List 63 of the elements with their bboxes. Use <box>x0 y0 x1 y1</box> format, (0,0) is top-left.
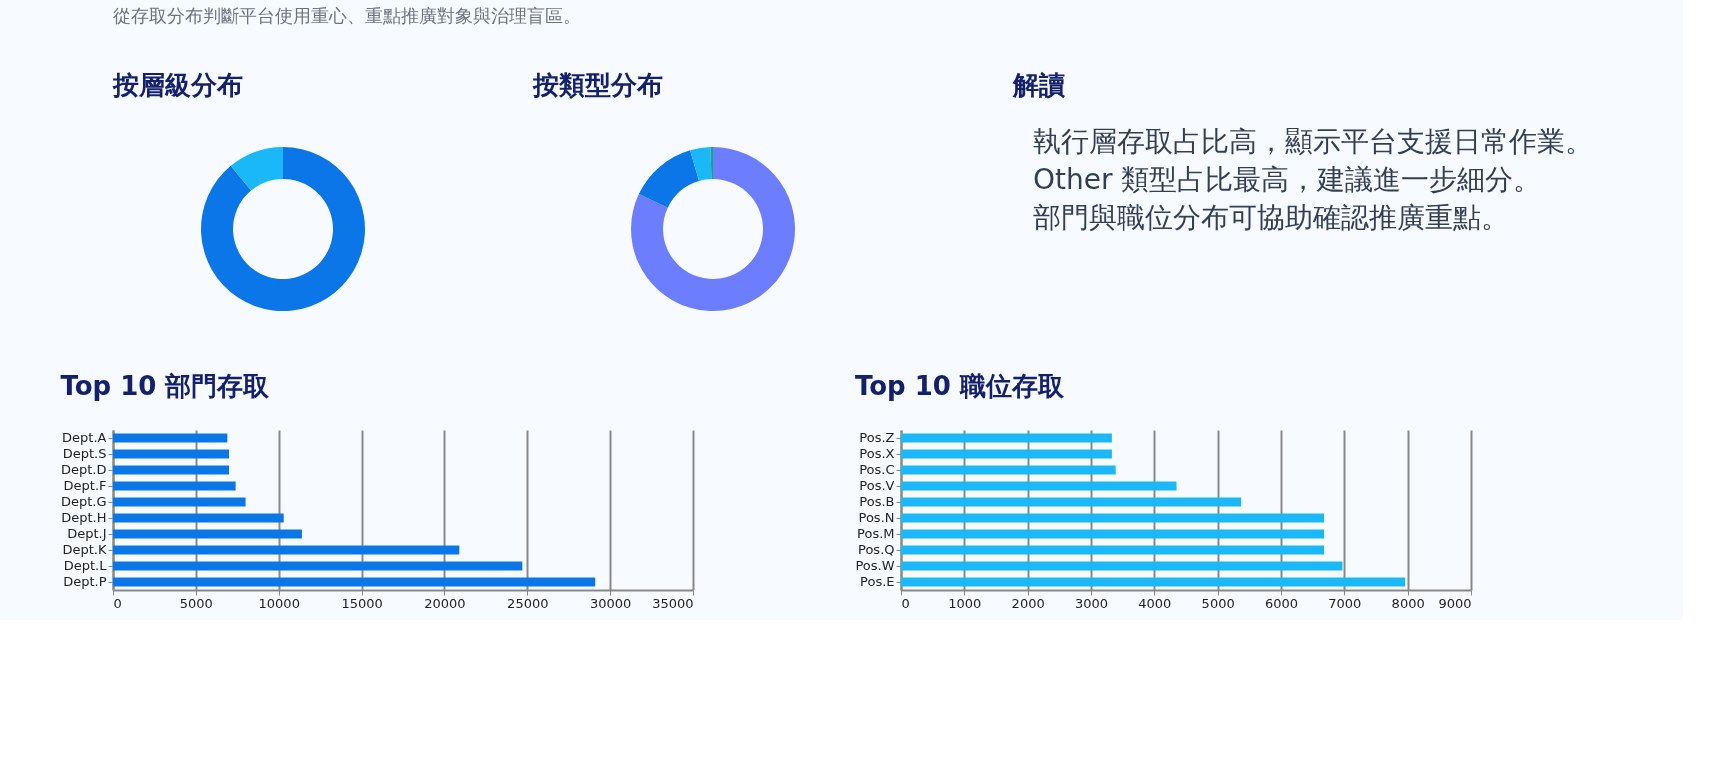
x-tick-label: 7000 <box>1328 595 1362 611</box>
y-tick-label: Dept.L <box>63 558 108 573</box>
bar <box>901 577 1406 587</box>
text: 執行層存取占比高，顯示平台支援日常作業。 <box>1033 125 1593 158</box>
y-tick-label: Pos.Z <box>859 430 895 445</box>
x-tick-label: 0 <box>113 595 122 611</box>
bar <box>901 465 1116 475</box>
x-tick-label: 15000 <box>341 595 383 611</box>
y-tick-label: Pos.Q <box>858 542 895 557</box>
bar <box>901 513 1325 523</box>
text: 解讀 <box>1012 70 1065 100</box>
bar <box>901 497 1242 507</box>
x-tick-label: 4000 <box>1138 595 1172 611</box>
y-tick-label: Dept.K <box>62 542 107 557</box>
y-tick-label: Dept.A <box>62 430 107 445</box>
x-tick-label: 5000 <box>179 595 213 611</box>
y-tick-label: Dept.G <box>60 494 107 509</box>
bar <box>901 481 1177 491</box>
y-tick-label: Dept.H <box>61 510 107 525</box>
text: 部門與職位分布可協助確認推廣重點。 <box>1033 201 1509 234</box>
x-tick-label: 3000 <box>1074 595 1109 611</box>
x-tick-label: 5000 <box>1201 595 1235 611</box>
donut-slice <box>230 147 283 191</box>
bar <box>901 561 1343 571</box>
donut-slice <box>638 150 700 208</box>
x-tick-label: 8000 <box>1391 595 1425 611</box>
y-tick-label: Pos.E <box>860 574 895 589</box>
text: 從存取分布判斷平台使用重心、重點推廣對象與治理盲區。 <box>113 5 581 26</box>
text: Other 類型占比最高，建議進一步細分。 <box>1033 163 1542 196</box>
chart-title: 按類型分布 <box>532 70 663 100</box>
y-tick-label: Pos.B <box>859 494 895 509</box>
x-tick-label: 0 <box>901 595 910 611</box>
y-tick-label: Dept.J <box>67 526 107 541</box>
y-tick-label: Dept.S <box>62 446 107 461</box>
y-tick-label: Pos.N <box>858 510 895 525</box>
x-tick-label: 6000 <box>1264 595 1299 611</box>
x-tick-label: 25000 <box>507 595 549 611</box>
x-tick-label: 30000 <box>589 595 632 611</box>
y-tick-label: Pos.X <box>859 446 895 461</box>
bar <box>901 545 1325 555</box>
bar <box>901 433 1112 443</box>
y-tick-label: Dept.D <box>61 462 107 477</box>
y-tick-label: Dept.P <box>63 574 107 589</box>
bar <box>901 449 1112 459</box>
donut-slice <box>690 147 712 181</box>
x-tick-label: 10000 <box>258 595 300 611</box>
x-tick-label: 35000 <box>652 595 694 611</box>
donut-slice <box>201 147 365 311</box>
bar <box>901 529 1325 539</box>
donut-slice <box>710 147 713 180</box>
y-tick-label: Pos.M <box>857 526 895 541</box>
x-tick-label: 2000 <box>1011 595 1045 611</box>
x-tick-label: 20000 <box>424 595 466 611</box>
x-tick-label: 1000 <box>948 595 982 611</box>
y-tick-label: Pos.V <box>859 478 895 493</box>
chart-title: 按層級分布 <box>112 70 243 100</box>
y-tick-label: Pos.C <box>859 462 895 477</box>
x-tick-label: 9000 <box>1438 595 1472 611</box>
y-tick-label: Dept.F <box>63 478 107 493</box>
y-tick-label: Pos.W <box>855 558 895 573</box>
chart-title: Top 10 職位存取 <box>854 371 1065 401</box>
donut-slice <box>631 147 795 311</box>
chart-title: Top 10 部門存取 <box>60 371 271 401</box>
